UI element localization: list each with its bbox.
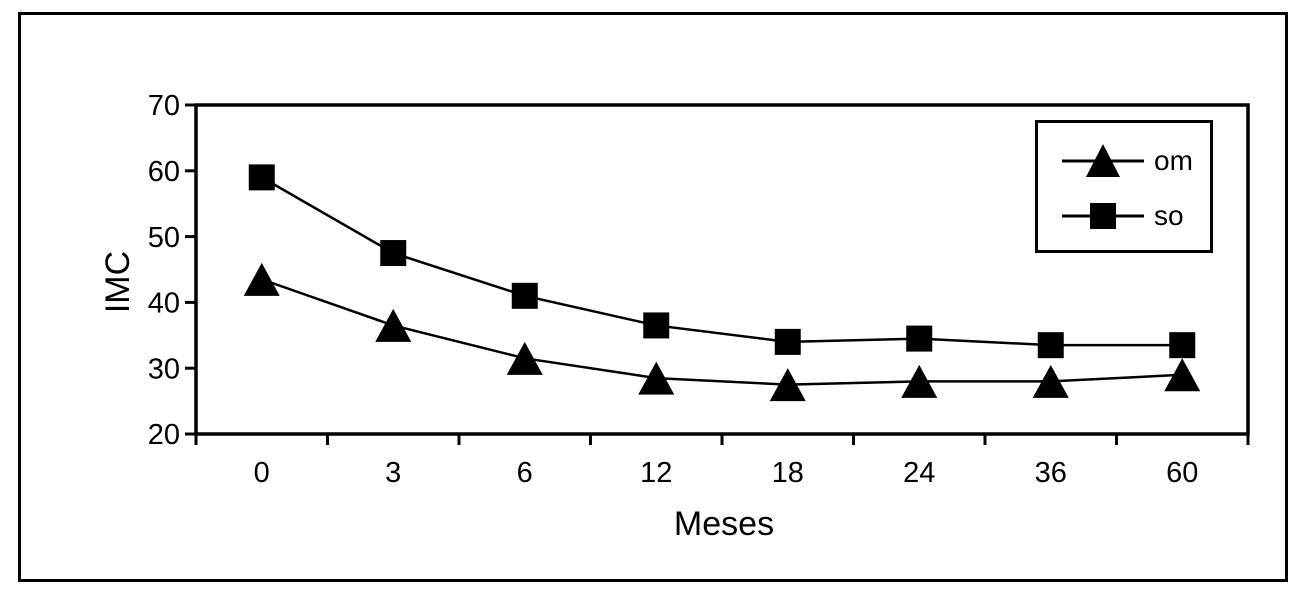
marker-so-0 <box>248 164 275 191</box>
x-tick-label: 60 <box>1166 457 1198 489</box>
y-axis-title: IMC <box>99 250 137 314</box>
marker-so-6 <box>511 282 538 309</box>
marker-so-60 <box>1169 332 1196 359</box>
marker-om-60 <box>1164 358 1201 392</box>
x-tick-label: 0 <box>254 457 270 489</box>
legend-label-so: so <box>1154 200 1184 231</box>
x-tick-label: 3 <box>385 457 401 489</box>
marker-om-0 <box>243 262 280 296</box>
y-tick-label: 30 <box>148 353 180 385</box>
x-tick-label: 24 <box>903 457 935 489</box>
y-tick-label: 40 <box>148 288 180 320</box>
legend-item-om: om <box>1062 143 1210 179</box>
triangle-marker-icon <box>1062 144 1144 177</box>
y-tick-label: 70 <box>148 90 180 122</box>
x-tick-label: 18 <box>772 457 804 489</box>
x-axis-title: Meses <box>673 505 775 543</box>
marker-om-12 <box>638 361 675 395</box>
marker-so-24 <box>906 325 933 352</box>
marker-om-18 <box>769 368 806 402</box>
legend-label-om: om <box>1154 145 1193 176</box>
marker-so-12 <box>643 312 670 339</box>
legend: om so <box>1035 120 1213 253</box>
marker-om-6 <box>506 341 543 375</box>
x-tick-label: 36 <box>1035 457 1067 489</box>
legend-item-so: so <box>1062 198 1210 234</box>
square-marker-icon <box>1062 203 1144 229</box>
marker-om-24 <box>901 364 938 398</box>
figure-border: 20 30 40 50 60 70 0 3 6 12 18 24 36 60 IMC Meses om s… <box>18 12 1288 582</box>
marker-om-36 <box>1032 364 1069 398</box>
y-tick-label: 60 <box>148 156 180 188</box>
y-tick-label: 50 <box>148 222 180 254</box>
x-tick-label: 6 <box>517 457 533 489</box>
marker-so-18 <box>774 328 801 355</box>
marker-so-36 <box>1037 332 1064 359</box>
marker-so-3 <box>380 240 407 267</box>
series-line-so <box>261 176 1183 347</box>
marker-om-3 <box>375 308 412 342</box>
series-line-om <box>261 278 1183 386</box>
x-tick-label: 12 <box>640 457 672 489</box>
y-tick-label: 20 <box>148 419 180 451</box>
